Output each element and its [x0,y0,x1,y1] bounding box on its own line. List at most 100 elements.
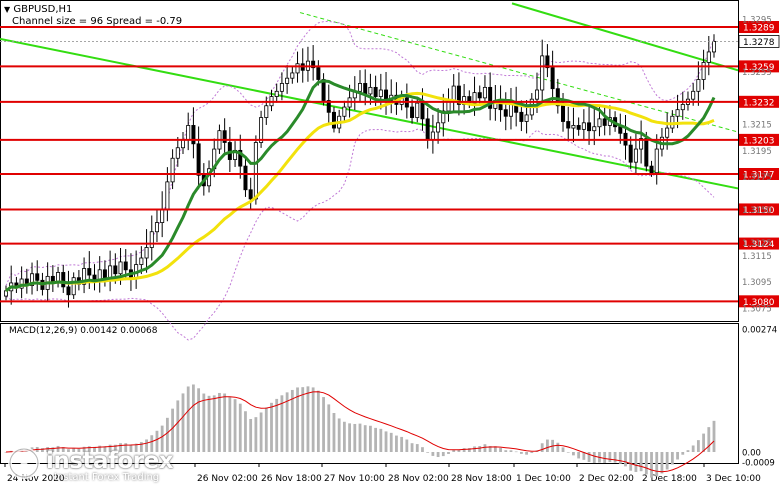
macd-bar [51,447,55,452]
candle-body [66,286,71,296]
macd-bar [72,448,76,452]
macd-bar [249,418,253,452]
candle-body [180,139,185,149]
collapse-arrow-icon[interactable]: ▼ [4,5,11,14]
candle-body [488,86,493,109]
candle-body [508,104,513,117]
x-tick-label: 26 Nov 18:00 [261,474,322,484]
macd-bar [244,411,247,452]
macd-bar [348,423,351,452]
candle-body [540,55,545,91]
candle-body [519,111,524,122]
macd-bar [530,452,534,454]
macd-bar [322,397,325,452]
candle-body [649,165,654,174]
macd-bar [192,384,195,452]
level-tag [739,95,779,108]
candle-body [436,122,441,133]
level-tag [739,21,779,33]
x-tick-label: 2 Dec 18:00 [642,474,697,484]
macd-bar [264,407,268,452]
macd-bar [296,387,299,452]
macd-bar [176,400,180,452]
x-tick-label: 24 Nov 2020 [7,474,65,484]
macd-bar [129,444,133,452]
macd-bar [306,386,310,452]
chart-symbol-title: ▼ GBPUSD,H1 [4,4,72,15]
candle-body [259,117,264,143]
candle-body [295,63,300,74]
candle-body [326,100,331,113]
candle-body [654,148,659,174]
macd-tick-label: 0.00 [742,449,761,459]
candle-body [477,92,482,99]
candle-body [581,122,586,130]
candle-body [420,102,425,120]
macd-bar [290,389,294,452]
macd-bar [566,452,570,453]
macd-bar [233,399,237,452]
macd-bar [165,417,169,452]
regression-channel [0,2,739,190]
macd-bar [712,420,716,452]
candle-body [587,122,592,132]
candle-body [571,125,576,129]
candle-body [696,79,701,92]
candle-body [285,77,290,84]
macd-bar [379,428,383,452]
candle-body [243,165,248,191]
macd-bar [134,443,138,452]
candle-body [592,126,597,132]
macd-bar [389,432,393,452]
macd-bar [421,447,424,452]
candle-body [123,261,128,271]
macd-bar [634,452,638,472]
candle-body [165,181,170,210]
x-tick-label: 3 Dec 10:00 [706,474,761,484]
macd-bar [280,395,284,452]
macd-bar [681,452,685,455]
macd-bar [98,445,102,452]
macd-bar [519,452,523,454]
y-tick-label: 1.3295 [742,16,772,26]
macd-panel: 0.00274 0.00-0.0009 [4,326,777,478]
candle-body [279,83,284,92]
macd-bar [77,448,81,452]
main-panel-frame [0,0,739,322]
level-tag-label: 1.3232 [743,98,775,108]
candle-body [238,149,243,167]
macd-bar [629,452,633,471]
macd-bar [139,442,143,452]
macd-bar [467,448,471,452]
candle-body [456,85,461,105]
macd-bar [556,442,560,452]
candle-body [712,41,717,53]
macd-bar [46,447,50,452]
candle-body [628,144,633,163]
channel-lower-line [0,37,739,190]
candle-body [248,189,253,200]
macd-bar [87,446,91,452]
level-tag [739,168,779,180]
macd-bar [707,427,711,452]
candle-body [378,89,383,97]
macd-bar [582,452,586,460]
candle-body [555,88,560,107]
level-tag-label: 1.3203 [743,136,775,146]
level-tag-label: 1.3124 [743,240,775,250]
level-tag [739,60,779,73]
candle-body [35,273,40,281]
moving-averages [5,79,716,292]
macd-bar [155,430,159,452]
macd-signal-line [5,391,715,473]
candle-body [61,272,66,288]
x-tick-label: 28 Nov 18:00 [451,474,512,484]
candle-body [30,273,35,286]
macd-bar [369,425,372,452]
candle-body [670,115,675,129]
macd-bar [561,447,565,452]
macd-bar [608,452,612,463]
macd-bar [160,425,164,452]
symbol-label: GBPUSD,H1 [13,4,73,15]
macd-bar [108,444,112,452]
